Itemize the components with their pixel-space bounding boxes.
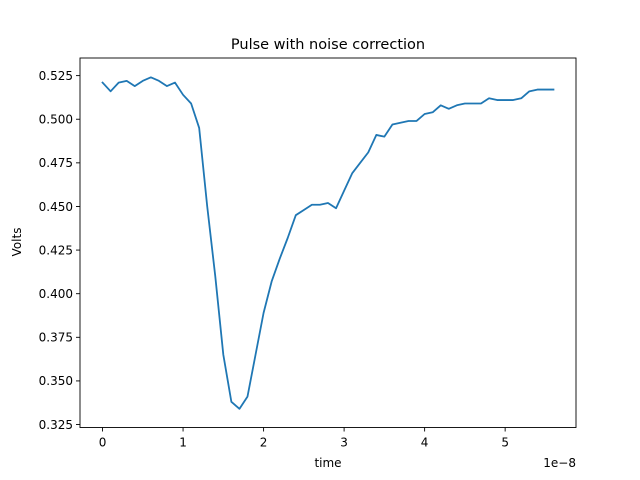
x-offset-label: 1e−8: [543, 456, 576, 470]
plot-area: [101, 76, 555, 410]
y-tick-label: 0.525: [39, 69, 73, 83]
y-tick-label: 0.425: [39, 243, 73, 257]
x-tick-label: 2: [260, 436, 268, 450]
x-tick-label: 0: [99, 436, 107, 450]
y-axis-label: Volts: [10, 228, 24, 257]
x-tick-label: 4: [421, 436, 429, 450]
x-axis-label: time: [314, 456, 341, 470]
x-tick-label: 3: [340, 436, 348, 450]
y-tick-label: 0.350: [39, 374, 73, 388]
y-axis-ticks: 0.325 0.350 0.375 0.400 0.425 0.450 0.475 0.500…: [39, 69, 80, 432]
series-line: [101, 76, 555, 410]
y-tick-label: 0.500: [39, 113, 73, 127]
y-tick-label: 0.450: [39, 200, 73, 214]
x-tick-label: 5: [501, 436, 509, 450]
x-tick-label: 1: [179, 436, 187, 450]
y-tick-label: 0.400: [39, 287, 73, 301]
axes-frame: [79, 57, 577, 428]
x-axis-ticks: 0 1 2 3 4 5: [99, 427, 509, 450]
y-tick-label: 0.325: [39, 418, 73, 432]
chart-title: Pulse with noise correction: [231, 37, 425, 53]
y-tick-label: 0.375: [39, 331, 73, 345]
y-tick-label: 0.475: [39, 156, 73, 170]
